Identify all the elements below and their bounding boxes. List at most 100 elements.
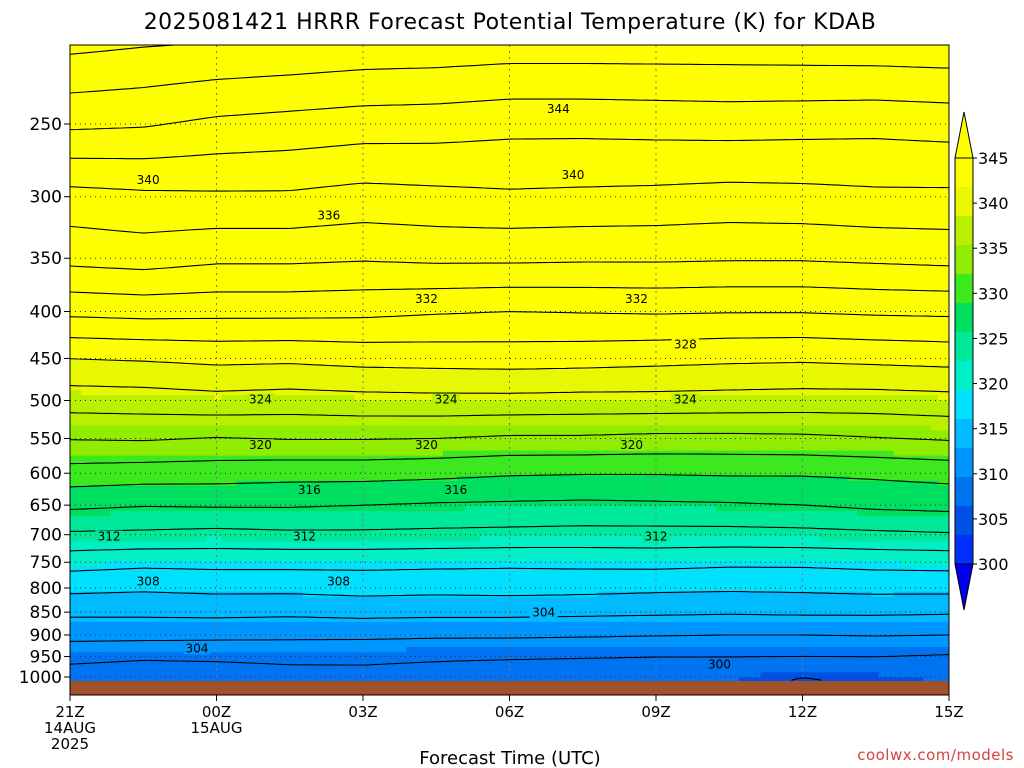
field-cell <box>908 148 916 154</box>
field-cell <box>421 179 429 185</box>
field-cell <box>886 113 894 119</box>
field-cell <box>185 219 193 225</box>
field-cell <box>96 113 104 119</box>
field-cell <box>480 153 488 159</box>
field-cell <box>414 53 422 59</box>
field-cell <box>406 239 414 245</box>
field-cell <box>340 93 348 99</box>
field-cell <box>849 83 857 89</box>
field-cell <box>665 93 673 99</box>
field-cell <box>443 68 451 74</box>
field-cell <box>103 103 111 109</box>
field-cell <box>458 123 466 129</box>
field-cell <box>539 249 547 255</box>
field-cell <box>96 53 104 59</box>
field-cell <box>620 128 628 134</box>
field-cell <box>805 244 813 250</box>
field-cell <box>406 244 414 250</box>
field-cell <box>510 78 518 84</box>
field-cell <box>613 83 621 89</box>
field-cell <box>458 174 466 180</box>
field-cell <box>399 214 407 220</box>
field-cell <box>273 88 281 94</box>
field-cell <box>332 153 340 159</box>
field-cell <box>842 103 850 109</box>
field-cell <box>694 153 702 159</box>
field-cell <box>399 98 407 104</box>
field-cell <box>835 153 843 159</box>
field-cell <box>672 153 680 159</box>
field-cell <box>569 48 577 54</box>
field-cell <box>820 179 828 185</box>
field-cell <box>487 209 495 215</box>
field-cell <box>303 113 311 119</box>
field-cell <box>317 174 325 180</box>
field-cell <box>96 68 104 74</box>
field-cell <box>377 214 385 220</box>
field-cell <box>827 229 835 235</box>
field-cell <box>901 118 909 124</box>
field-cell <box>251 179 259 185</box>
field-cell <box>835 148 843 154</box>
field-cell <box>665 113 673 119</box>
field-cell <box>450 158 458 164</box>
field-cell <box>894 158 902 164</box>
field-cell <box>790 68 798 74</box>
field-cell <box>894 214 902 220</box>
field-cell <box>835 73 843 79</box>
field-cell <box>709 113 717 119</box>
field-cell <box>716 48 724 54</box>
field-cell <box>761 209 769 215</box>
field-cell <box>731 214 739 220</box>
field-cell <box>162 204 170 210</box>
field-cell <box>620 179 628 185</box>
field-cell <box>111 63 119 69</box>
field-cell <box>155 118 163 124</box>
field-cell <box>753 143 761 149</box>
field-cell <box>281 209 289 215</box>
field-cell <box>214 118 222 124</box>
field-cell <box>273 184 281 190</box>
field-cell <box>325 88 333 94</box>
field-cell <box>377 118 385 124</box>
field-cell <box>539 163 547 169</box>
field-cell <box>487 83 495 89</box>
field-cell <box>886 118 894 124</box>
field-cell <box>546 153 554 159</box>
field-cell <box>436 98 444 104</box>
field-cell <box>111 209 119 215</box>
field-cell <box>391 83 399 89</box>
field-cell <box>443 199 451 205</box>
field-cell <box>140 229 148 235</box>
field-cell <box>643 53 651 59</box>
field-cell <box>325 53 333 59</box>
field-cell <box>613 249 621 255</box>
field-cell <box>731 73 739 79</box>
field-cell <box>613 123 621 129</box>
field-cell <box>835 214 843 220</box>
field-cell <box>414 133 422 139</box>
field-cell <box>74 83 82 89</box>
field-cell <box>716 58 724 64</box>
field-cell <box>480 93 488 99</box>
field-cell <box>650 133 658 139</box>
field-cell <box>761 214 769 220</box>
field-cell <box>753 244 761 250</box>
field-cell <box>377 163 385 169</box>
field-cell <box>192 174 200 180</box>
field-cell <box>192 88 200 94</box>
field-cell <box>835 244 843 250</box>
field-cell <box>628 103 636 109</box>
field-cell <box>192 128 200 134</box>
field-cell <box>886 143 894 149</box>
field-cell <box>251 163 259 169</box>
field-cell <box>391 239 399 245</box>
field-cell <box>886 73 894 79</box>
field-cell <box>81 133 89 139</box>
field-cell <box>532 113 540 119</box>
field-cell <box>207 138 215 144</box>
field-cell <box>295 58 303 64</box>
field-cell <box>716 103 724 109</box>
field-cell <box>679 53 687 59</box>
field-cell <box>790 133 798 139</box>
